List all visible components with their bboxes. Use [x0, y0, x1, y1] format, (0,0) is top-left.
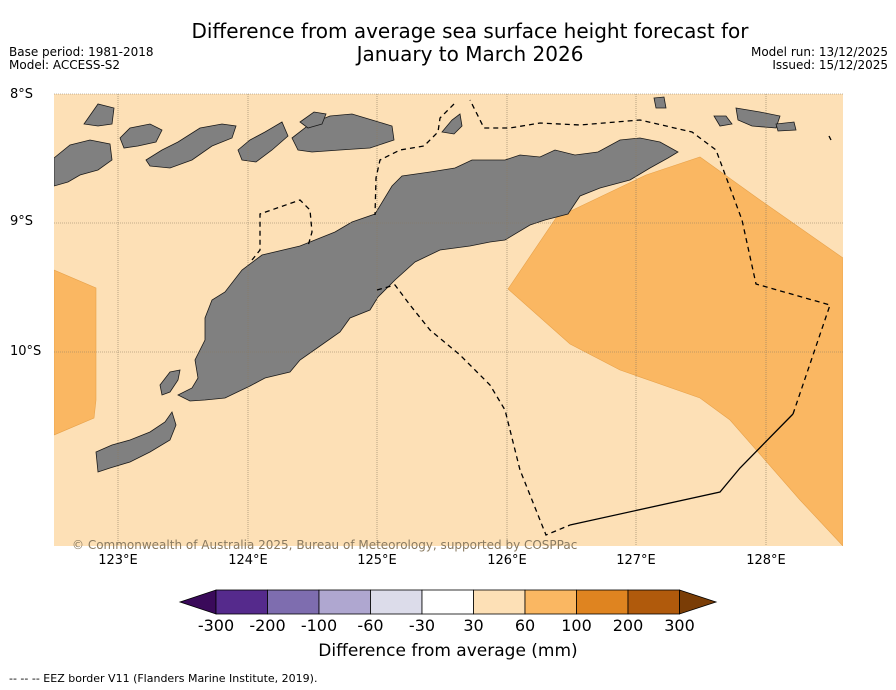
issued-date: Issued: 15/12/2025 — [772, 58, 888, 72]
eez-border-timor-north — [376, 284, 571, 536]
colorbar-bin-5 — [421, 589, 474, 615]
colorbar-bin-6 — [473, 589, 526, 615]
colorbar-tick: 200 — [612, 616, 644, 635]
colorbar-bin-1 — [215, 589, 268, 615]
colorbar-bin-7 — [524, 589, 577, 615]
colorbar-extend-high — [679, 589, 718, 615]
lon-label-123e: 123°E — [98, 553, 138, 568]
land-small-east-1 — [653, 96, 667, 109]
colorbar-tick: -300 — [197, 616, 235, 635]
lon-label-128e: 128°E — [746, 553, 786, 568]
land-wetar — [441, 113, 463, 135]
land-flores-e — [237, 121, 289, 163]
land-small-east-4 — [713, 115, 733, 127]
lon-label-124e: 124°E — [228, 553, 268, 568]
land-flores-b — [83, 103, 115, 127]
land-small-east-2 — [735, 107, 781, 129]
colorbar-label: Difference from average (mm) — [318, 641, 578, 661]
eez-footnote: -- -- -- EEZ border V11 (Flanders Marine… — [9, 672, 318, 685]
eez-border-east — [469, 99, 831, 415]
eez-border-timor-south — [569, 413, 794, 526]
colorbar-bin-8 — [576, 589, 629, 615]
lon-label-126e: 126°E — [487, 553, 527, 568]
lat-label-9s: 9°S — [10, 214, 34, 229]
lat-label-8s: 8°S — [10, 87, 34, 102]
colorbar-bin-3 — [318, 589, 371, 615]
land-flores-g — [299, 111, 327, 129]
land-flores-a — [54, 139, 113, 187]
colorbar-bin-2 — [267, 589, 320, 615]
model-run: Model run: 13/12/2025 — [750, 45, 888, 59]
colorbar-tick: -100 — [300, 616, 338, 635]
land-pantar-alor — [159, 369, 181, 396]
copyright-notice: © Commonwealth of Australia 2025, Bureau… — [72, 538, 578, 552]
meta-left: Base period: 1981-2018 Model: ACCESS-S2 — [9, 46, 154, 72]
model-name: Model: ACCESS-S2 — [9, 58, 121, 72]
colorbar-tick: 30 — [463, 616, 484, 635]
colorbar-tick: -60 — [357, 616, 384, 635]
chart-title: Difference from average sea surface heig… — [170, 20, 770, 66]
land-timor — [177, 137, 679, 402]
gridlines — [54, 93, 843, 546]
colorbar-bin-4 — [370, 589, 423, 615]
lon-label-127e: 127°E — [616, 553, 656, 568]
land-flores-d — [145, 123, 237, 169]
base-period: Base period: 1981-2018 — [9, 45, 154, 59]
colorbar-tick: -30 — [408, 616, 436, 635]
title-line-2: January to March 2026 — [356, 42, 584, 66]
colorbar-extend-low — [178, 589, 217, 615]
lat-label-10s: 10°S — [10, 344, 42, 359]
anomaly-region-west — [54, 269, 97, 436]
eez-border-east-stub — [828, 135, 832, 141]
eez-border-oecusse — [251, 199, 313, 261]
land-small-east-3 — [775, 121, 797, 132]
colorbar-tick: 300 — [664, 616, 695, 635]
land-flores-c — [119, 123, 163, 149]
lon-label-125e: 125°E — [357, 553, 397, 568]
colorbar-tick: -200 — [249, 616, 286, 635]
colorbar-bin-9 — [627, 589, 680, 615]
meta-right: Model run: 13/12/2025 Issued: 15/12/2025 — [751, 46, 888, 72]
colorbar-tick: 100 — [561, 616, 592, 635]
eez-border-north — [374, 103, 455, 216]
title-line-1: Difference from average sea surface heig… — [191, 19, 749, 43]
colorbar-tick: 60 — [514, 616, 536, 635]
land-sawu — [95, 411, 177, 473]
land — [54, 96, 797, 473]
eez-borders — [251, 99, 832, 536]
